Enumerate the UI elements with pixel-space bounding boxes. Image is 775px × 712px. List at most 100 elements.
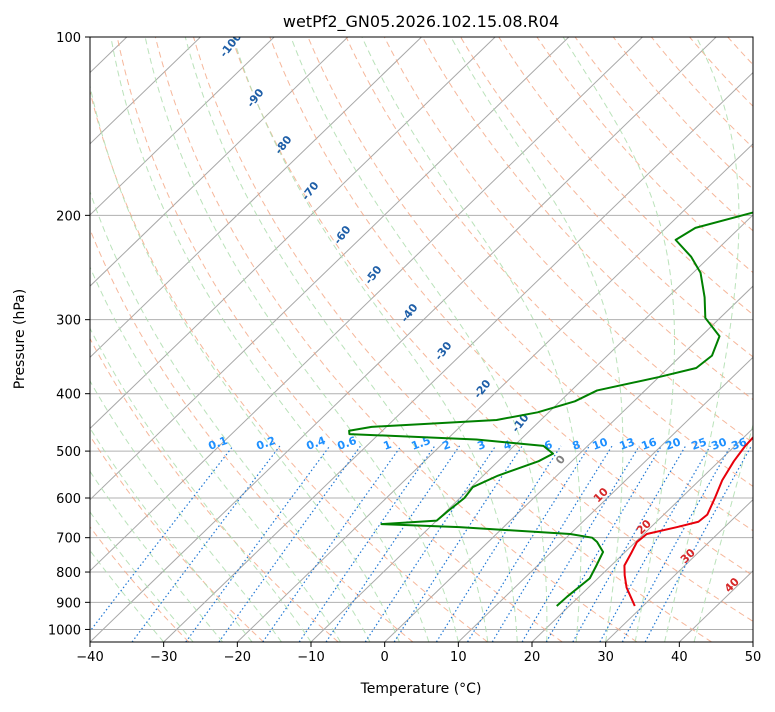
moist-adiabat-line: [90, 549, 165, 642]
y-tick-label: 200: [56, 209, 81, 224]
mixing-ratio-label: 3: [476, 438, 488, 453]
mixing-ratio-line: [435, 445, 562, 642]
mixing-ratio-label: 25: [690, 435, 709, 452]
mixing-ratio-label: 13: [618, 435, 637, 452]
dry-adiabat-line: [90, 228, 414, 642]
dry-adiabats: [90, 37, 753, 642]
mixing-ratio-label: 4: [502, 438, 514, 453]
mixing-ratio-line: [90, 445, 234, 633]
chart-title: wetPf2_GN05.2026.102.15.08.R04: [283, 12, 559, 32]
isotherm-line: [90, 37, 717, 642]
y-tick-label: 600: [56, 492, 81, 507]
moist-adiabat-line: [144, 37, 459, 642]
isotherm-line: [90, 37, 349, 287]
mixing-ratio-label: 1: [382, 438, 394, 453]
x-axis-label: Temperature (°C): [360, 681, 482, 697]
moist-adiabat-line: [232, 37, 518, 642]
x-tick-label: 30: [597, 650, 614, 665]
moist-adiabat-line: [90, 327, 312, 642]
mixing-ratio-line: [218, 445, 362, 642]
moist-adiabat-line: [90, 380, 282, 642]
isobar-grid: [90, 37, 753, 630]
x-tick-label: −10: [297, 650, 324, 665]
mixing-ratio-line: [393, 445, 523, 642]
y-axis-label: Pressure (hPa): [12, 289, 28, 389]
isotherm-grid: [90, 37, 753, 642]
isotherm-line: [236, 143, 753, 642]
moist-adiabat-line: [90, 511, 194, 642]
dry-adiabat-line: [90, 337, 339, 642]
x-tick-label: 0: [381, 650, 389, 665]
profile-series: [348, 211, 753, 607]
mixing-ratio-label: 0.1: [207, 434, 230, 453]
mixing-ratio-line: [364, 445, 497, 642]
moist-adiabat-line: [184, 37, 489, 642]
dry-adiabat-line: [193, 37, 712, 642]
plot-frame: [89, 36, 754, 643]
moist-adiabat-line: [450, 37, 624, 642]
x-tick-label: 40: [671, 650, 688, 665]
isotherm-line: [90, 37, 275, 216]
moist-adiabat-line: [90, 83, 400, 642]
moist-adiabat-line: [90, 470, 223, 642]
temperature-profile-line: [623, 436, 753, 607]
y-tick-label: 800: [56, 566, 81, 581]
mixing-ratio-line: [325, 445, 461, 642]
moist-adiabat-line: [90, 265, 341, 642]
mixing-ratio-label: 30: [710, 435, 729, 453]
y-tick-label: 900: [56, 596, 81, 611]
moist-adiabat-line: [90, 190, 371, 642]
isotherm-line: [384, 285, 753, 642]
x-tick-label: 10: [450, 650, 467, 665]
isotherm-line: [90, 37, 422, 358]
moist-adiabat-line: [562, 37, 676, 642]
plot-area: -100-90-80-70-60-50-40-30-20-10010203040…: [90, 37, 753, 642]
isotherm-line: [90, 37, 496, 430]
mixing-ratio-line: [521, 445, 640, 642]
dry-adiabat-line: [90, 89, 488, 642]
y-tick-label: 700: [56, 532, 81, 547]
mixing-ratio-line: [545, 445, 662, 642]
mixing-ratio-line: [131, 445, 281, 642]
mixing-ratio-lines: [90, 445, 752, 642]
mixing-ratio-label: 10: [591, 435, 610, 453]
x-tick-label: 50: [745, 650, 762, 665]
moist-adiabats: [90, 37, 753, 642]
dry-adiabat-line: [154, 37, 638, 642]
isotherm-line: [90, 37, 570, 501]
moist-adiabat-line: [90, 427, 253, 642]
moist-adiabat-line: [693, 423, 753, 642]
mixing-ratio-label: 16: [640, 435, 659, 453]
dry-adiabat-line: [269, 37, 753, 577]
y-axis-ticks: 100 200 300 400 500 600 700 800 900 1000: [48, 31, 90, 638]
moist-adiabat-line: [110, 37, 430, 642]
mixing-ratio-label: 20: [664, 435, 683, 453]
moist-adiabat-line: [664, 37, 740, 642]
dewpoint-profile-line: [348, 211, 753, 607]
mixing-ratio-label: 6: [543, 438, 555, 453]
y-tick-label: 100: [56, 31, 81, 46]
mixing-ratio-line: [466, 445, 590, 642]
isotherm-line: [90, 37, 643, 572]
y-tick-label: 500: [56, 445, 81, 460]
mixing-ratio-label: 8: [571, 438, 583, 453]
x-tick-label: −40: [76, 650, 103, 665]
mixing-ratio-line: [599, 445, 711, 642]
mixing-ratio-label: 0.6: [336, 434, 359, 453]
moist-adiabat-line: [361, 37, 582, 642]
isotherm-line: [605, 498, 753, 642]
mixing-ratio-label: 1.5: [410, 434, 433, 453]
isotherm-line: [531, 427, 753, 642]
mixing-ratio-line: [491, 445, 613, 642]
mixing-ratio-line: [262, 445, 402, 642]
x-axis-ticks: −40 −30 −20 −10 0 10 20 30 40 50: [76, 642, 761, 665]
mixing-ratio-line: [298, 445, 436, 642]
y-tick-label: 1000: [48, 623, 81, 638]
isotherm-line: [90, 37, 201, 145]
x-tick-label: −20: [224, 650, 251, 665]
mixing-ratio-line: [621, 445, 732, 642]
y-tick-label: 300: [56, 314, 81, 329]
y-tick-label: 400: [56, 388, 81, 403]
